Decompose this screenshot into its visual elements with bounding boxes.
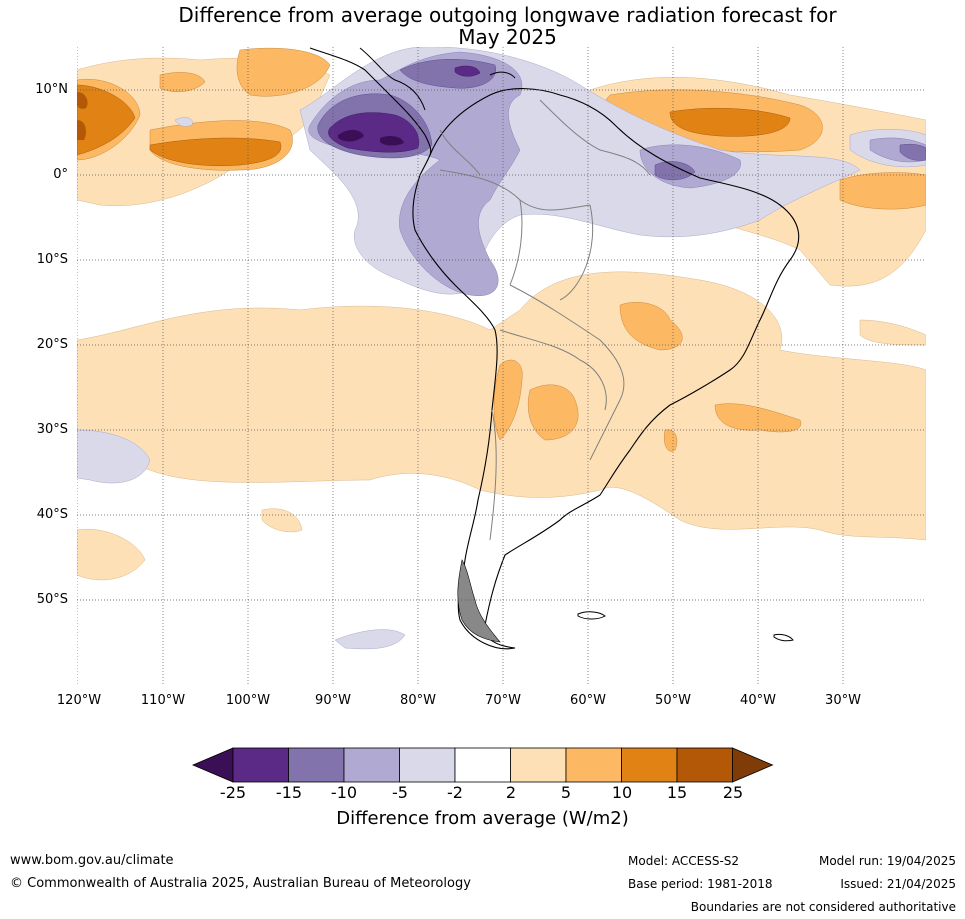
south-georgia-island [773,633,794,642]
footer-model-run: Model run: 19/04/2025 [818,854,956,868]
lat-label-40s: 40°S [36,507,68,522]
lon-label-50w: 50°W [655,693,691,708]
lon-label-110w: 110°W [140,693,186,708]
footer-base-period: Base period: 1981-2018 [628,877,773,891]
footer-disclaimer: Boundaries are not considered authoritat… [690,900,956,914]
footer-website: www.bom.gov.au/climate [10,853,174,868]
south-america-coastline [412,88,800,650]
colorbar-tick: -2 [447,783,463,802]
colorbar-tick: -10 [330,783,358,802]
colorbar-cell [399,747,456,783]
lon-label-70w: 70°W [485,693,521,708]
central-america-coastline [309,47,432,156]
footer-copyright: © Commonwealth of Australia 2025, Austra… [10,876,471,891]
colorbar-tick: -25 [219,783,247,802]
colorbar-label: Difference from average (W/m2) [336,808,629,829]
map-title: Difference from average outgoing longwav… [0,4,965,48]
colorbar-cell [621,747,678,783]
lon-label-100w: 100°W [225,693,271,708]
lon-label-60w: 60°W [570,693,606,708]
colorbar-extend-high [732,747,774,783]
colorbar-tick: 15 [666,783,688,802]
lon-label-90w: 90°W [315,693,351,708]
colorbar-extend-low [191,747,234,783]
colorbar-cell [454,747,511,783]
colorbar-tick: -15 [275,783,303,802]
country-borders [439,99,651,541]
colorbar-tick: -5 [392,783,408,802]
title-line-1: Difference from average outgoing longwav… [178,3,837,27]
lat-label-50s: 50°S [36,592,68,607]
lat-label-10s: 10°S [36,252,68,267]
anomaly-below-minus25-regions [338,129,404,146]
colorbar-tick: 25 [722,783,744,802]
colorbar-cell [676,747,733,783]
colorbar-tick: 5 [560,783,572,802]
lon-label-80w: 80°W [400,693,436,708]
lat-label-20s: 20°S [36,337,68,352]
title-line-2: May 2025 [458,25,557,49]
lon-label-120w: 120°W [56,693,102,708]
colorbar-cell [288,747,345,783]
footer-model: Model: ACCESS-S2 [628,854,740,868]
lon-label-40w: 40°W [740,693,776,708]
lat-label-30s: 30°S [36,422,68,437]
colorbar-tick: 10 [611,783,633,802]
colorbar-cells [191,747,774,783]
footer-issued: Issued: 21/04/2025 [840,877,956,891]
patagonia-archipelago [457,559,501,643]
lat-label-10n: 10°N [35,82,68,97]
map-gridlines [77,47,926,685]
lon-label-30w: 30°W [825,693,861,708]
colorbar-tick: 2 [505,783,517,802]
anomaly-15-25-regions [77,92,88,140]
caribbean-coastline [359,47,516,111]
colorbar-cell [510,747,567,783]
lat-label-0: 0° [53,167,68,182]
colorbar-cell [343,747,400,783]
colorbar-cell [232,747,289,783]
colorbar-cell [565,747,622,783]
